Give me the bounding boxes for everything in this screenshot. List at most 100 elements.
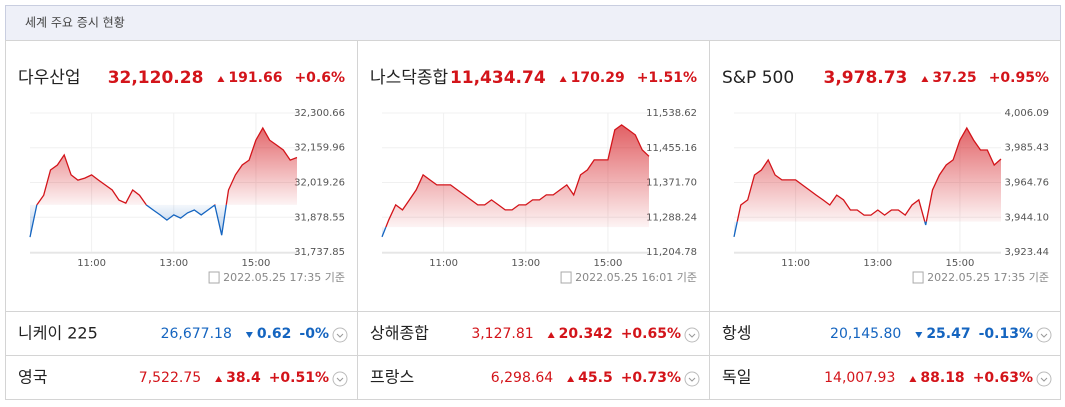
x-tick-label: 15:00 — [946, 258, 975, 269]
direction-icon — [215, 376, 223, 382]
header-bar — [5, 5, 1061, 41]
line-above — [385, 124, 650, 228]
index-percent: +1.51% — [637, 70, 697, 86]
index-percent: -0% — [299, 326, 329, 342]
line-below — [29, 204, 227, 238]
direction-icon — [217, 76, 225, 82]
timestamp: 2022.05.25 17:35 기준 — [927, 271, 1049, 284]
index-change: 38.4 — [226, 370, 261, 386]
index-name: 나스닥종합 — [370, 68, 449, 88]
index-name: 니케이 225 — [18, 324, 98, 343]
index-value: 32,120.28 — [108, 68, 204, 88]
x-tick-label: 13:00 — [511, 258, 540, 269]
dropdown-button[interactable] — [332, 327, 348, 343]
index-percent: +0.51% — [269, 370, 329, 386]
dropdown-arrow — [336, 333, 344, 338]
y-tick-label: 11,371.70 — [646, 178, 697, 189]
direction-icon — [245, 332, 253, 338]
area-above — [36, 128, 297, 205]
dropdown-arrow — [336, 377, 344, 382]
y-tick-label: 3,923.44 — [1004, 247, 1049, 258]
y-tick-label: 4,006.09 — [1004, 108, 1049, 119]
y-tick-label: 3,964.76 — [1004, 178, 1049, 189]
index-percent: +0.63% — [973, 370, 1033, 386]
area-above — [734, 128, 1001, 222]
x-tick-label: 11:00 — [77, 258, 106, 269]
index-change: 88.18 — [920, 370, 964, 386]
index-percent: +0.65% — [621, 326, 681, 342]
index-name: 상해종합 — [370, 324, 429, 343]
index-change: 20.342 — [559, 326, 613, 342]
dropdown-button[interactable] — [1036, 371, 1052, 387]
index-change: 37.25 — [932, 70, 976, 86]
timestamp-icon — [208, 271, 220, 284]
direction-icon — [909, 376, 917, 382]
dropdown-button[interactable] — [684, 327, 700, 343]
index-value: 20,145.80 — [830, 326, 901, 342]
y-tick-label: 32,019.26 — [294, 177, 345, 188]
index-name: 항셍 — [722, 324, 751, 343]
direction-icon — [547, 332, 555, 338]
y-tick-label: 31,737.85 — [294, 247, 345, 258]
direction-icon — [915, 332, 923, 338]
y-tick-label: 11,204.78 — [646, 247, 697, 258]
index-percent: +0.95% — [989, 70, 1049, 86]
direction-icon — [559, 76, 567, 82]
y-tick-label: 11,288.24 — [646, 212, 697, 223]
index-percent: +0.6% — [294, 70, 345, 86]
index-value: 26,677.18 — [161, 326, 232, 342]
index-percent: +0.73% — [621, 370, 681, 386]
index-change: 170.29 — [571, 70, 625, 86]
index-change: 191.66 — [228, 70, 282, 86]
index-value: 7,522.75 — [139, 370, 201, 386]
x-tick-label: 15:00 — [242, 258, 271, 269]
index-value: 11,434.74 — [450, 68, 546, 88]
index-value: 3,127.81 — [471, 326, 533, 342]
y-tick-label: 11,455.16 — [646, 143, 697, 154]
y-tick-label: 32,159.96 — [294, 143, 345, 154]
area-above — [382, 124, 649, 228]
direction-icon — [567, 376, 575, 382]
y-tick-label: 31,878.55 — [294, 212, 345, 223]
index-value: 6,298.64 — [491, 370, 553, 386]
panel-border — [5, 40, 1061, 400]
line-above — [736, 126, 1002, 222]
x-tick-label: 11:00 — [429, 258, 458, 269]
y-tick-label: 3,985.43 — [1004, 143, 1049, 154]
index-name: S&P 500 — [722, 68, 794, 88]
y-tick-label: 11,538.62 — [646, 108, 697, 119]
timestamp: 2022.05.25 16:01 기준 — [575, 271, 697, 284]
index-change: 45.5 — [578, 370, 613, 386]
index-value: 3,978.73 — [824, 68, 908, 88]
x-tick-label: 11:00 — [781, 258, 810, 269]
line-above — [36, 126, 298, 205]
header-title: 세계 주요 증시 현황 — [25, 16, 125, 30]
dropdown-arrow — [688, 377, 696, 382]
timestamp-icon — [560, 271, 572, 284]
index-name: 프랑스 — [370, 368, 414, 387]
y-tick-label: 32,300.66 — [294, 108, 345, 119]
dropdown-button[interactable] — [684, 371, 700, 387]
area-below — [30, 204, 297, 238]
index-change: 25.47 — [926, 326, 970, 342]
x-tick-label: 13:00 — [159, 258, 188, 269]
direction-icon — [921, 76, 929, 82]
index-value: 14,007.93 — [824, 370, 895, 386]
timestamp: 2022.05.25 17:35 기준 — [223, 271, 345, 284]
index-change: 0.62 — [257, 326, 292, 342]
dropdown-button[interactable] — [332, 371, 348, 387]
x-tick-label: 15:00 — [594, 258, 623, 269]
y-tick-label: 3,944.10 — [1004, 212, 1049, 223]
x-tick-label: 13:00 — [863, 258, 892, 269]
dropdown-arrow — [1040, 377, 1048, 382]
index-name: 영국 — [18, 368, 47, 387]
index-name: 다우산업 — [18, 68, 81, 88]
timestamp-icon — [912, 271, 924, 284]
index-name: 독일 — [722, 368, 751, 387]
index-percent: -0.13% — [979, 326, 1033, 342]
dropdown-button[interactable] — [1036, 327, 1052, 343]
dropdown-arrow — [1040, 333, 1048, 338]
dropdown-arrow — [688, 333, 696, 338]
